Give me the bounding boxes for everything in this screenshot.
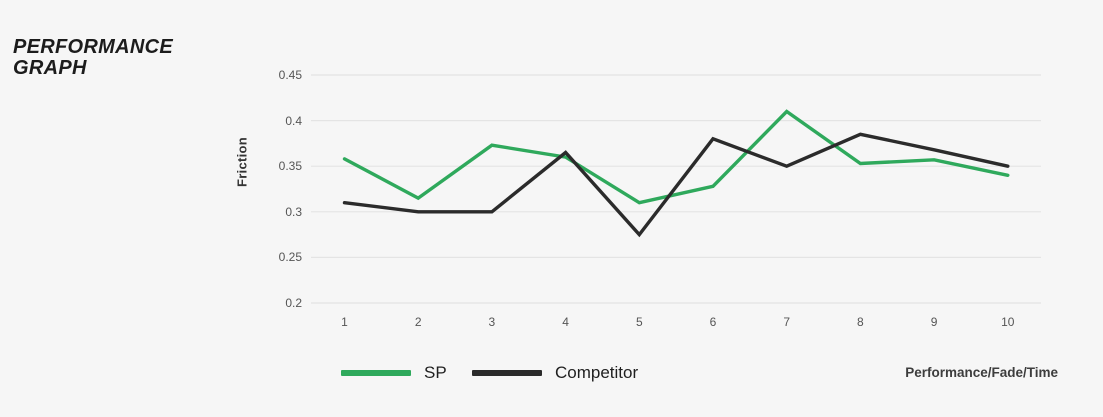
- series-line-competitor: [342, 132, 1010, 238]
- x-tick-label: 7: [783, 315, 791, 329]
- y-tick-label: 0.45: [278, 68, 302, 82]
- y-tick-label: 0.35: [278, 159, 302, 174]
- page-title: PERFORMANCE GRAPH: [13, 36, 173, 79]
- legend-swatch-competitor: [472, 370, 542, 376]
- legend-label-competitor: Competitor: [555, 363, 639, 382]
- legend-item-sp: SP: [341, 362, 447, 384]
- x-axis-title: Performance/Fade/Time: [905, 365, 1058, 380]
- x-tick-label: 3: [488, 315, 496, 329]
- x-tick-label: 8: [857, 315, 864, 329]
- x-tick-label: 9: [930, 315, 938, 329]
- x-tick-label: 10: [1001, 315, 1015, 329]
- x-tick-label: 5: [635, 315, 643, 329]
- series-line-sp: [342, 109, 1010, 205]
- y-tick-label: 0.3: [285, 204, 302, 219]
- legend-swatch-sp: [341, 370, 411, 376]
- legend-label-sp: SP: [424, 363, 447, 382]
- x-tick-label: 1: [341, 315, 348, 329]
- y-tick-label: 0.2: [285, 296, 302, 310]
- y-tick-label: 0.25: [278, 250, 302, 265]
- x-tick-label: 4: [562, 315, 569, 329]
- y-tick-label: 0.4: [285, 113, 302, 128]
- x-tick-label: 6: [709, 315, 717, 329]
- legend-item-competitor: Competitor: [472, 362, 638, 384]
- x-tick-label: 2: [414, 315, 422, 329]
